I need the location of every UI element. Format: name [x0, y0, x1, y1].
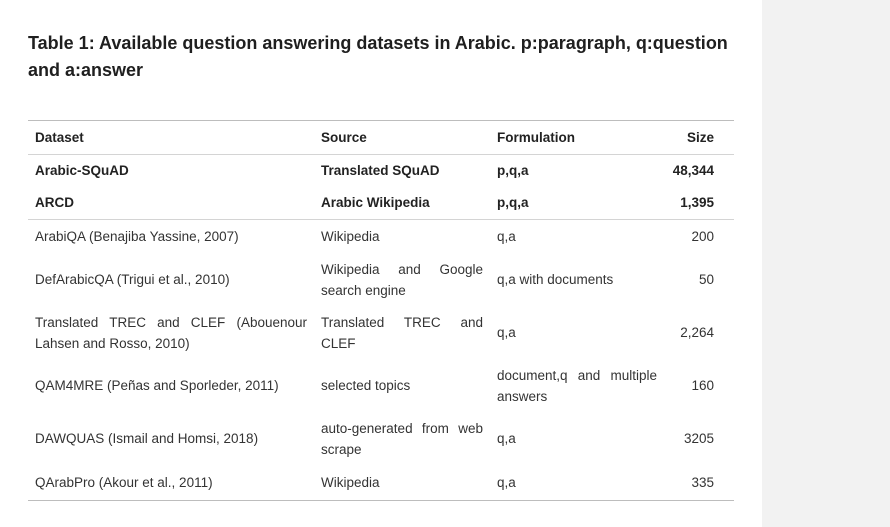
table-row: QAM4MRE (Peñas and Sporleder, 2011) sele…: [28, 360, 734, 413]
table-caption: Table 1: Available question answering da…: [28, 33, 728, 80]
cell-source: auto-generated from web scrape: [321, 421, 483, 457]
side-panel: [762, 0, 890, 527]
cell-size: 160: [691, 378, 714, 394]
cell-source: selected topics: [321, 378, 411, 394]
cell-size: 335: [691, 474, 714, 490]
table-row: QArabPro (Akour et al., 2011) Wikipedia …: [28, 466, 734, 501]
cell-dataset: ArabiQA (Benajiba Yassine, 2007): [35, 228, 239, 244]
cell-dataset: DAWQUAS (Ismail and Homsi, 2018): [35, 431, 259, 447]
cell-formulation: p,q,a: [497, 194, 529, 210]
cell-size: 1,395: [680, 194, 714, 210]
table-row: DefArabicQA (Trigui et al., 2010) Wikipe…: [28, 254, 734, 307]
table-row: DAWQUAS (Ismail and Homsi, 2018) auto-ge…: [28, 413, 734, 466]
header-source: Source: [321, 130, 367, 145]
table-row: Arabic-SQuAD Translated SQuAD p,q,a 48,3…: [28, 155, 734, 188]
cell-formulation: q,a: [497, 474, 516, 490]
table-row: ArabiQA (Benajiba Yassine, 2007) Wikiped…: [28, 220, 734, 255]
cell-size: 2,264: [680, 325, 714, 341]
cell-size: 3205: [683, 431, 714, 447]
header-size: Size: [686, 130, 714, 145]
header-dataset: Dataset: [35, 130, 84, 145]
cell-formulation: p,q,a: [497, 162, 529, 178]
cell-dataset: QArabPro (Akour et al., 2011): [35, 474, 213, 490]
table-row: ARCD Arabic Wikipedia p,q,a 1,395: [28, 187, 734, 220]
cell-source: Arabic Wikipedia: [321, 194, 430, 210]
table-header-row: Dataset Source Formulation Size: [28, 120, 734, 155]
cell-dataset: Translated TREC and CLEF (Abouenour Lahs…: [35, 315, 307, 351]
table-row: Translated TREC and CLEF (Abouenour Lahs…: [28, 307, 734, 360]
cell-formulation: q,a with documents: [497, 272, 614, 288]
cell-source: Wikipedia: [321, 228, 380, 244]
document-content: Table 1: Available question answering da…: [28, 30, 734, 501]
cell-formulation: q,a: [497, 325, 516, 341]
cell-source: Wikipedia and Google search engine: [321, 262, 483, 298]
cell-dataset: ARCD: [35, 194, 74, 210]
cell-source: Wikipedia: [321, 474, 380, 490]
cell-dataset: Arabic-SQuAD: [35, 162, 129, 178]
cell-size: 48,344: [672, 162, 714, 178]
cell-dataset: DefArabicQA (Trigui et al., 2010): [35, 272, 230, 288]
cell-source: Translated TREC and CLEF: [321, 315, 483, 351]
header-formulation: Formulation: [497, 130, 575, 145]
cell-size: 200: [691, 228, 714, 244]
cell-formulation: q,a: [497, 431, 516, 447]
cell-dataset: QAM4MRE (Peñas and Sporleder, 2011): [35, 378, 279, 394]
datasets-table: Dataset Source Formulation Size Arabic-S…: [28, 120, 734, 501]
cell-formulation: document,q and multiple answers: [497, 368, 657, 404]
cell-formulation: q,a: [497, 228, 516, 244]
cell-source: Translated SQuAD: [321, 162, 440, 178]
cell-size: 50: [698, 272, 714, 288]
